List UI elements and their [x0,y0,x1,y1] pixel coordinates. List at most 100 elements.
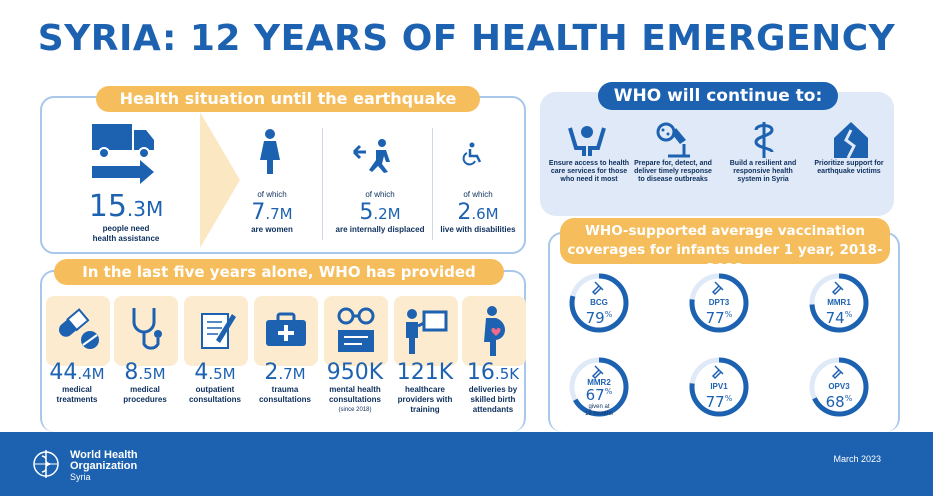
continue-system-line-3: system in Syria [737,176,789,183]
medical-procedures-label-1: medical [130,385,160,394]
mental-health-label-1: mental health [329,385,381,394]
outpatient-label-2: consultations [188,395,241,404]
vaccine-unit: % [844,394,853,403]
outpatient-label-1: outpatient [195,385,235,394]
vaccine-name: IPV1 [710,382,728,391]
providers-training-value: 121K [396,360,454,385]
people-need-value: 15 [88,189,127,224]
women-decimal: .7M [265,205,293,223]
woman-icon [260,129,280,174]
mental-health-note: (since 2018) [338,407,372,413]
who-org-line-1: World Health [70,449,138,461]
medical-treatments-label-1: medical [62,385,92,394]
coverage-ring-fill [809,273,869,333]
provided-card [462,296,526,366]
disabilities-value: 2 [457,200,472,225]
who-provided-heading: In the last five years alone, WHO has pr… [54,259,504,285]
people-need-label-2: health assistance [92,234,160,243]
vaccine-unit: % [724,394,733,403]
outpatient-stat: 4.5M outpatient consultations [180,360,250,405]
continue-earthquake-line-2: earthquake victims [817,168,881,175]
providers-training-label-2: providers with [397,395,453,404]
displaced-label: are internally displaced [335,225,425,234]
provided-card [324,296,388,366]
microscope-icon [656,122,690,158]
medical-procedures-stat: 8.5M medical procedures [110,360,180,405]
syringe-icon [711,281,724,296]
medical-treatments-stat: 44.4M medical treatments [42,360,112,405]
medical-procedures-value: 8 [124,360,139,385]
coverage-ring-fill [569,273,629,333]
publication-date: March 2023 [833,454,881,464]
trauma-value: 2 [264,360,279,385]
stethoscope-icon [132,308,162,350]
women-stat: of which 7.7M are women [232,190,312,235]
coverage-ring-fill [569,357,629,417]
disabilities-stat: of which 2.6M live with disabilities [436,190,520,235]
divider [432,128,433,240]
continue-item-outbreaks: Prepare for, detect, and deliver timely … [632,160,714,184]
outpatient-decimal: .5M [208,365,236,383]
vaccination-heading-line-2: coverages for infants under 1 year, 2018… [567,242,883,277]
continue-item-earthquake: Prioritize support for earthquake victim… [808,160,890,176]
deliveries-label-1: deliveries by [468,385,518,394]
continue-item-system: Build a resilient and responsive health … [722,160,804,184]
deliveries-stat: 16.5K deliveries by skilled birth attend… [458,360,528,415]
vaccine-value: 77 [705,393,725,411]
vaccine-note-1: given at [588,404,610,410]
coverage-ring [689,357,749,417]
providers-training-stat: 121K healthcare providers with training [390,360,460,415]
health-situation-heading: Health situation until the earthquake [96,86,480,112]
displaced-value: 5 [359,200,374,225]
disabilities-label: live with disabilities [440,225,516,234]
providers-training-label-1: healthcare [404,385,446,394]
disabilities-decimal: .6M [471,205,499,223]
vaccine-name: OPV3 [828,382,850,391]
vaccine-name: MMR1 [827,298,851,307]
women-label: are women [251,225,293,234]
medical-procedures-decimal: .5M [138,365,166,383]
continue-outbreaks-line-3: to disease outbreaks [638,176,708,183]
truck-icon [92,124,154,184]
people-need-decimal: .3M [126,197,164,221]
mental-health-value: 950K [326,360,384,385]
coverage-ring-fill [689,357,749,417]
medical-treatments-value: 44 [49,360,78,385]
coverage-ring [689,273,749,333]
vaccine-ipv1: IPV1 77% [688,356,750,418]
syringe-icon [831,365,844,380]
trainer-icon [406,309,448,354]
vaccine-opv3: OPV3 68% [808,356,870,418]
footer: World Health Organization Syria March 20… [0,432,933,496]
vaccine-mmr1: MMR1 74% [808,272,870,334]
syringe-icon [591,281,604,296]
vaccine-value: 79 [585,309,605,327]
vaccine-dpt3: DPT3 77% [688,272,750,334]
chevron-divider [200,112,240,248]
vaccine-unit: % [604,387,613,396]
syringe-icon [591,365,604,380]
coverage-ring-fill [689,273,749,333]
vaccine-name: BCG [590,298,608,307]
pregnant-woman-icon [484,306,505,356]
coverage-ring [809,357,869,417]
cracked-house-icon [834,122,868,159]
medical-treatments-label-2: treatments [56,395,98,404]
displaced-person-icon [352,139,390,173]
syringe-icon [711,365,724,380]
people-need-stat: 15.3M people need health assistance [62,192,190,244]
provided-card [46,296,110,366]
trauma-stat: 2.7M trauma consultations [250,360,320,405]
trauma-label-1: trauma [271,385,299,394]
disabilities-prefix: of which [463,190,493,199]
provided-card [394,296,458,366]
who-org-line-2: Organization [70,460,138,472]
vaccine-unit: % [604,310,613,319]
page-title: SYRIA: 12 YEARS OF HEALTH EMERGENCY [37,18,896,59]
pills-icon [58,308,99,349]
vaccine-value: 68 [825,393,845,411]
coverage-ring-fill [809,357,869,417]
mental-health-stat: 950K mental health consultations (since … [320,360,390,415]
vaccine-value: 67 [585,386,605,404]
trauma-label-2: consultations [258,395,311,404]
